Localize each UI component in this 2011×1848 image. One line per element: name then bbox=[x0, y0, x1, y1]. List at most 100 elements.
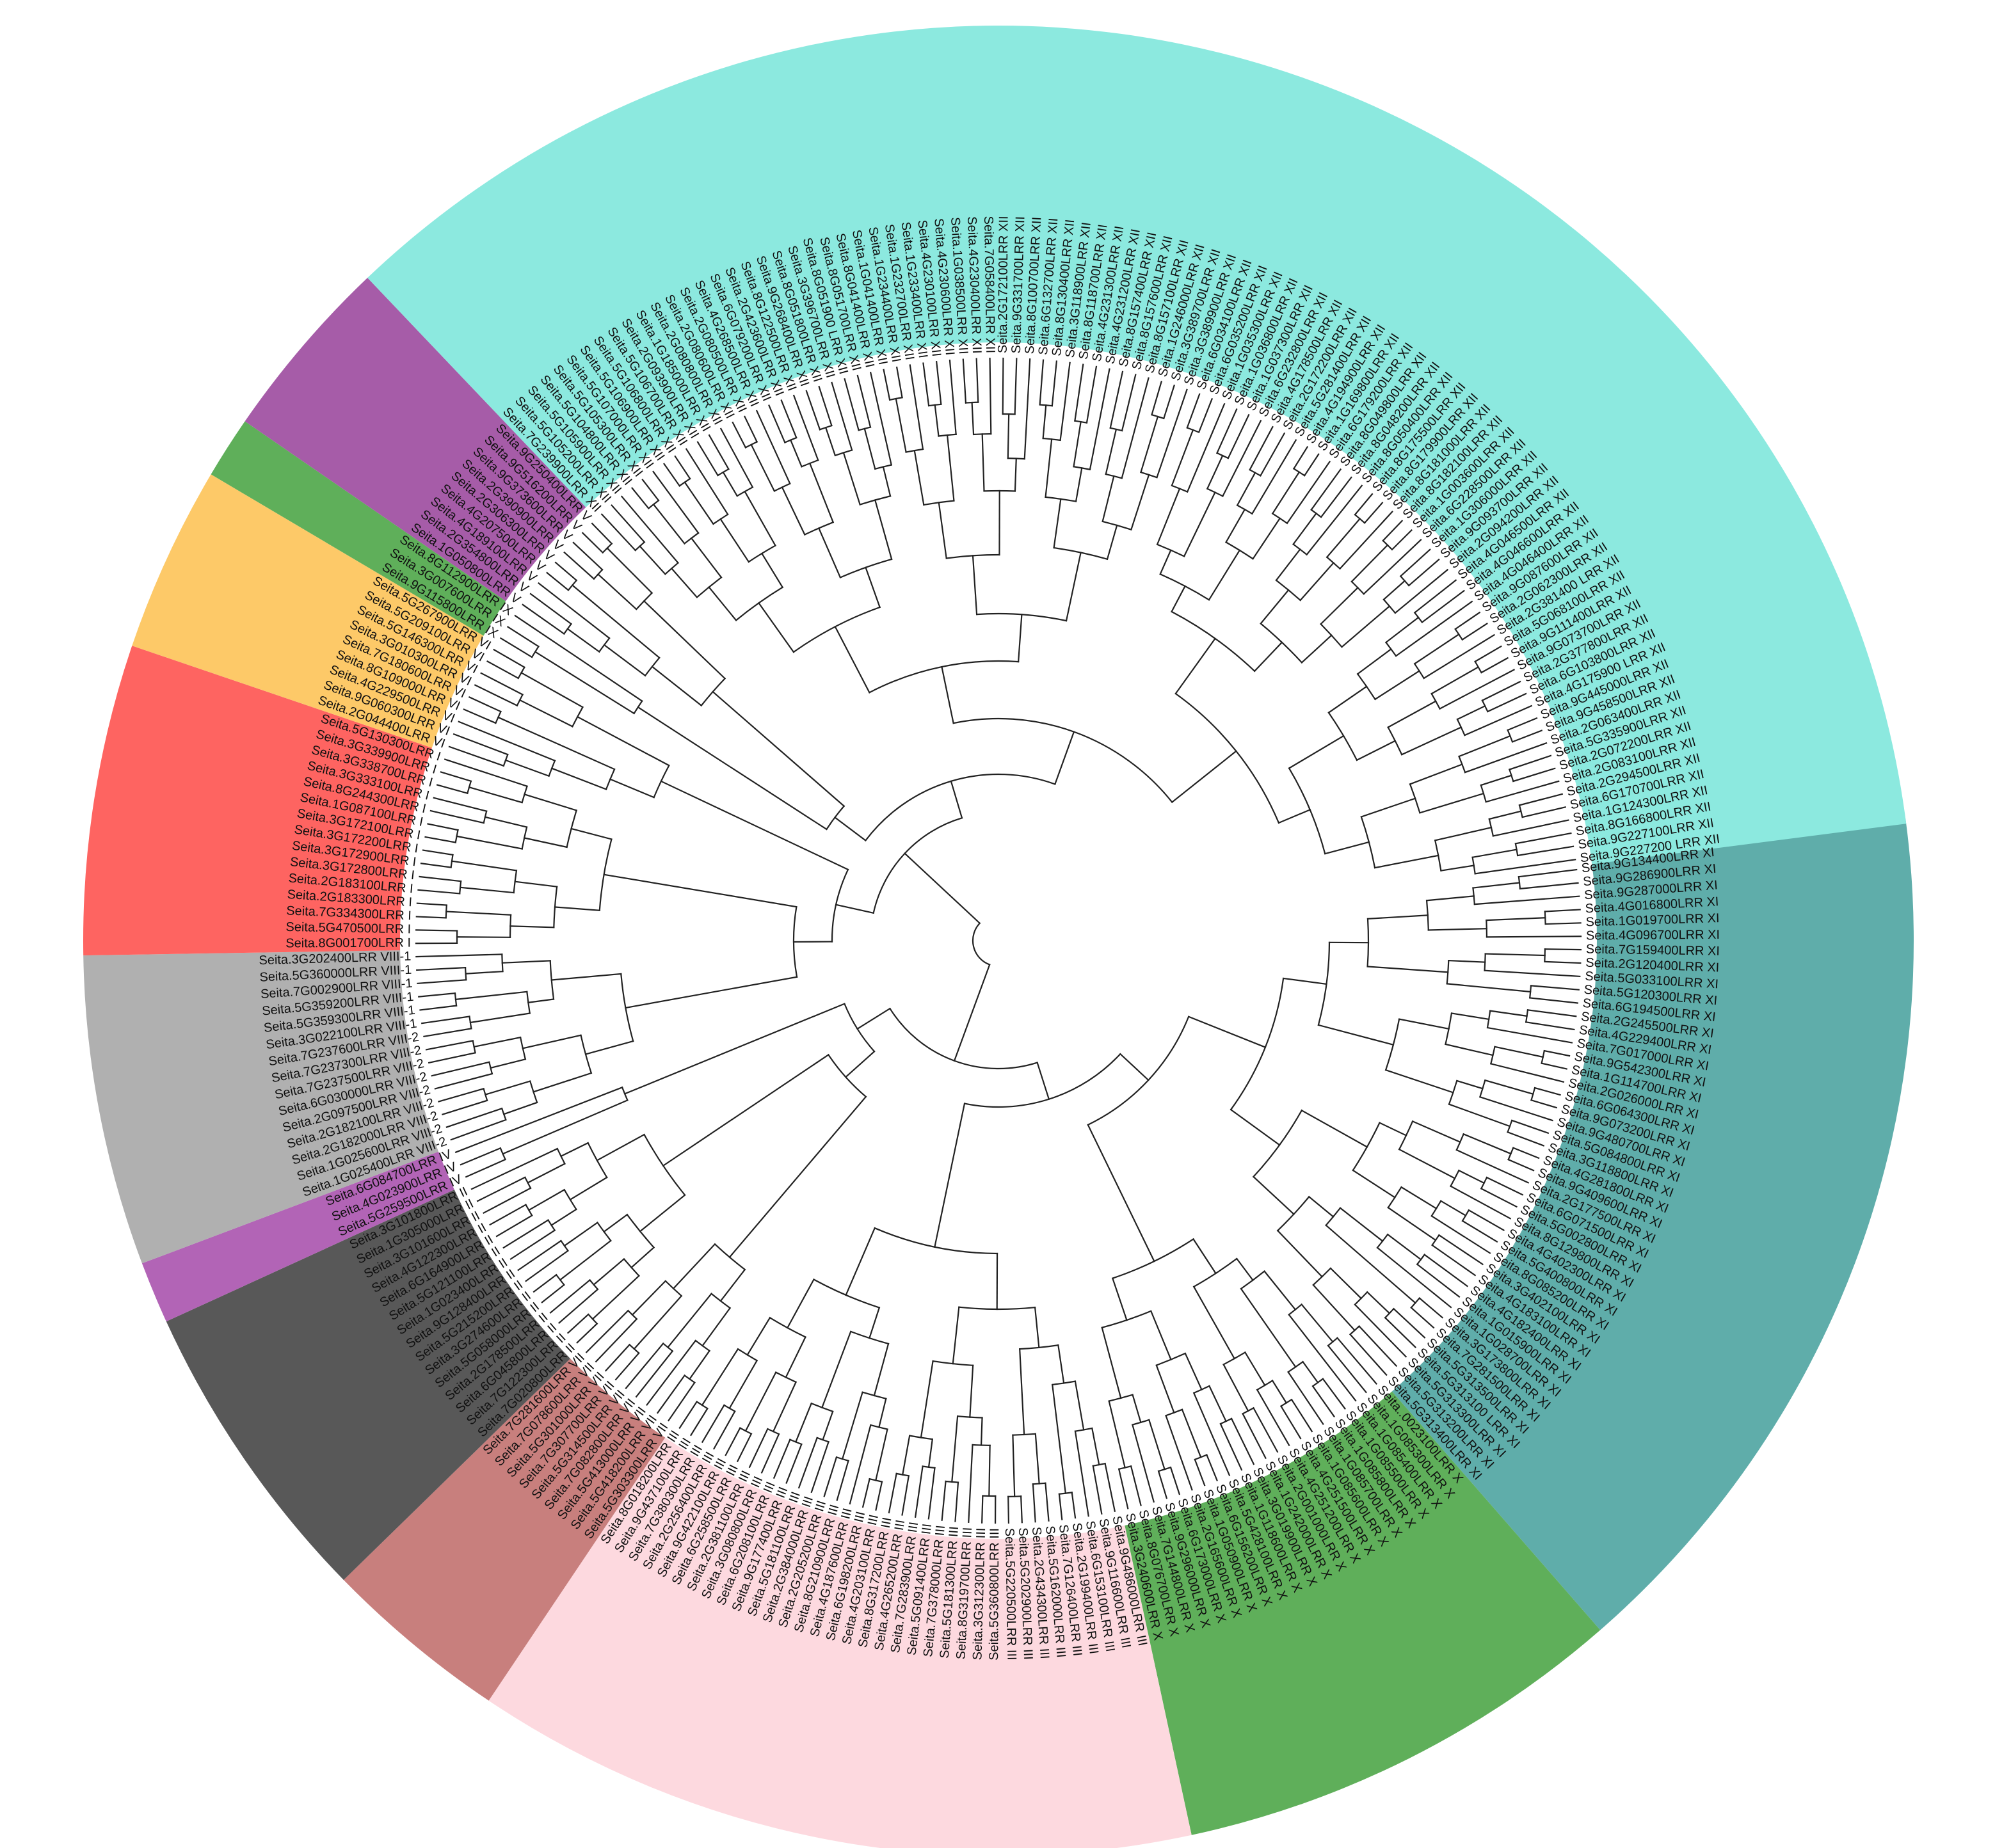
branch-line bbox=[465, 1158, 506, 1178]
branch-line bbox=[962, 358, 967, 404]
branch-line bbox=[1181, 1408, 1202, 1458]
branch-line bbox=[581, 532, 604, 554]
branch-line bbox=[822, 1410, 834, 1441]
branch-line bbox=[1363, 502, 1384, 524]
branch-line bbox=[1507, 1131, 1545, 1147]
branch-line bbox=[785, 1336, 806, 1378]
branch-line bbox=[1349, 1333, 1388, 1376]
branch-arc bbox=[516, 694, 524, 707]
branch-line bbox=[1434, 826, 1493, 841]
branch-line bbox=[1303, 453, 1320, 477]
branch-arc bbox=[952, 717, 1173, 804]
branch-line bbox=[1108, 1400, 1126, 1469]
branch-line bbox=[1430, 1215, 1491, 1254]
branch-line bbox=[913, 449, 925, 506]
branch-line bbox=[493, 648, 525, 669]
branch-line bbox=[797, 1437, 819, 1489]
branch-line bbox=[1509, 754, 1552, 770]
branch-arc bbox=[1320, 623, 1343, 648]
branch-line bbox=[1455, 1079, 1484, 1090]
subfamily-band bbox=[83, 646, 432, 956]
branch-line bbox=[701, 1348, 739, 1406]
branch-line bbox=[946, 434, 955, 502]
branch-line bbox=[1438, 1234, 1484, 1266]
branch-arc bbox=[647, 499, 660, 510]
branch-line bbox=[1543, 1049, 1571, 1057]
branch-arc bbox=[888, 1007, 1039, 1070]
branch-line bbox=[1253, 1406, 1279, 1453]
branch-line bbox=[1516, 845, 1574, 857]
branch-line bbox=[504, 759, 550, 777]
branch-line bbox=[1249, 426, 1274, 471]
branch-line bbox=[1322, 1378, 1346, 1410]
branch-line bbox=[1374, 854, 1439, 869]
branch-line bbox=[1225, 508, 1246, 543]
branch-arc bbox=[1310, 509, 1322, 518]
branch-line bbox=[980, 1417, 983, 1446]
branch-line bbox=[904, 852, 981, 925]
branch-line bbox=[554, 906, 600, 911]
branch-line bbox=[1023, 358, 1031, 460]
branch-line bbox=[1358, 1325, 1398, 1367]
branch-line bbox=[1366, 966, 1449, 973]
branch-line bbox=[861, 1478, 870, 1508]
branch-line bbox=[1450, 1185, 1512, 1220]
branch-line bbox=[1387, 700, 1437, 729]
branch-line bbox=[428, 1051, 476, 1064]
branch-line bbox=[878, 1398, 887, 1428]
branch-line bbox=[1227, 413, 1250, 459]
branch-line bbox=[1089, 368, 1110, 471]
branch-line bbox=[1292, 446, 1309, 470]
branch-arc bbox=[938, 433, 957, 437]
branch-line bbox=[522, 603, 565, 635]
branch-line bbox=[572, 541, 604, 571]
branch-line bbox=[538, 582, 611, 639]
branch-line bbox=[1252, 1175, 1295, 1215]
branch-line bbox=[1071, 1492, 1077, 1519]
branch-line bbox=[760, 1433, 780, 1474]
branch-arc bbox=[694, 1339, 711, 1352]
branch-line bbox=[824, 426, 837, 457]
branch-arc bbox=[1156, 543, 1185, 557]
branch-arc bbox=[459, 880, 462, 895]
branch-line bbox=[895, 397, 907, 453]
branch-line bbox=[527, 998, 555, 1003]
branch-line bbox=[1384, 1069, 1454, 1094]
branch-line bbox=[458, 721, 556, 762]
branch-arc bbox=[945, 1480, 959, 1483]
branch-line bbox=[882, 466, 892, 497]
branch-line bbox=[701, 1307, 732, 1347]
branch-line bbox=[569, 1176, 608, 1201]
branch-line bbox=[1106, 524, 1118, 561]
branch-arc bbox=[1053, 546, 1109, 561]
branch-arc bbox=[1260, 622, 1303, 664]
branch-line bbox=[1039, 359, 1045, 406]
branch-line bbox=[1171, 585, 1187, 613]
branch-line bbox=[1288, 1313, 1357, 1402]
branch-line bbox=[1091, 1427, 1100, 1466]
branch-line bbox=[1340, 605, 1391, 648]
branch-arc bbox=[1275, 579, 1302, 601]
branch-line bbox=[560, 1142, 589, 1158]
branch-line bbox=[523, 837, 568, 848]
branch-line bbox=[1518, 793, 1564, 806]
branch-line bbox=[688, 1350, 711, 1380]
branch-line bbox=[611, 504, 646, 543]
subfamily-band bbox=[244, 278, 586, 601]
branch-arc bbox=[1413, 662, 1425, 680]
branch-line bbox=[1045, 1482, 1050, 1522]
branch-arc bbox=[524, 1176, 532, 1190]
branch-line bbox=[1439, 669, 1516, 710]
branch-line bbox=[1327, 685, 1368, 714]
branch-line bbox=[781, 486, 806, 536]
branch-line bbox=[1194, 1458, 1206, 1486]
branch-line bbox=[941, 1480, 947, 1521]
branch-line bbox=[690, 537, 723, 578]
branch-line bbox=[1398, 1018, 1450, 1030]
branch-arc bbox=[874, 1227, 998, 1255]
branch-line bbox=[1530, 1099, 1558, 1109]
branch-line bbox=[1455, 1149, 1530, 1184]
branch-line bbox=[422, 849, 454, 856]
branch-line bbox=[585, 1309, 629, 1353]
branch-line bbox=[1468, 1209, 1505, 1232]
